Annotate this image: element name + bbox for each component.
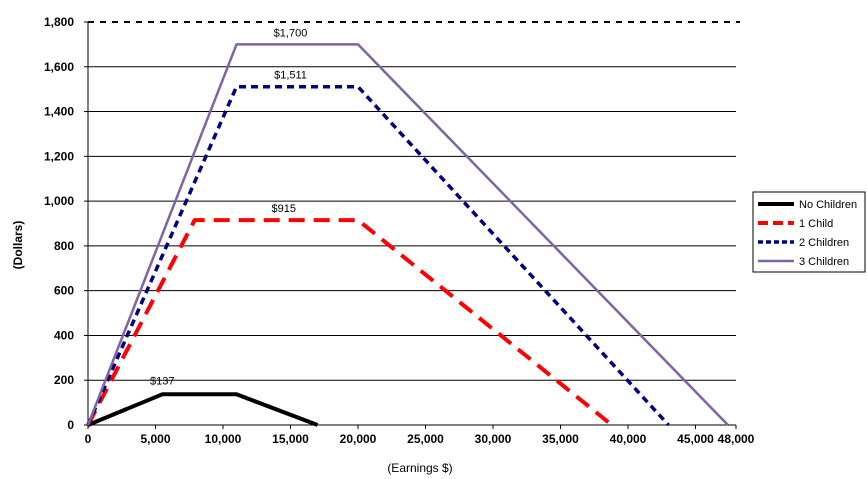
- x-tick-label: 10,000: [205, 432, 242, 446]
- data-label-2: $915: [272, 203, 296, 215]
- data-label-3: $1,511: [274, 70, 307, 82]
- x-tick-label: 48,000: [718, 432, 755, 446]
- x-tick-label: 0: [85, 432, 92, 446]
- series-line-2: [86, 218, 614, 427]
- legend-label-3: 2 Children: [799, 237, 849, 249]
- gridlines: [88, 21, 740, 381]
- axes: [87, 22, 736, 426]
- legend-label-1: No Children: [799, 199, 857, 211]
- legend-label-2: 1 Child: [799, 218, 833, 230]
- series-line-1: [87, 392, 319, 427]
- data-label-1: $137: [150, 375, 174, 387]
- x-tick-label: 35,000: [542, 432, 579, 446]
- y-tick-label: 800: [54, 239, 74, 253]
- annotations: $137 $915 $1,511 $1,700: [150, 27, 307, 387]
- y-tick-label: 200: [54, 373, 74, 387]
- x-tick-label: 25,000: [407, 432, 444, 446]
- series-line-4: [86, 43, 729, 426]
- x-axis-label: (Earnings $): [387, 461, 452, 475]
- x-tick-label: 45,000: [677, 432, 714, 446]
- y-tick-label: 1,400: [44, 105, 74, 119]
- x-tick-label: 15,000: [272, 432, 309, 446]
- y-tick-label: 0: [67, 418, 74, 432]
- y-tick-label: 1,200: [44, 149, 74, 163]
- y-tick-label: 1,600: [44, 60, 74, 74]
- legend: No Children 1 Child 2 Children 3 Children: [752, 191, 866, 273]
- legend-label-4: 3 Children: [799, 256, 849, 268]
- x-tick-label: 5,000: [140, 432, 170, 446]
- series-lines: [86, 43, 729, 427]
- x-tick-label: 40,000: [610, 432, 647, 446]
- y-tick-label: 600: [54, 284, 74, 298]
- x-axis-ticks: 0 5,000 10,000 15,000 20,000 25,000 30,000 35,0…: [85, 425, 755, 446]
- y-tick-label: 1,000: [44, 194, 74, 208]
- y-axis-label: (Dollars): [11, 221, 25, 270]
- x-tick-label: 30,000: [475, 432, 512, 446]
- x-tick-label: 20,000: [340, 432, 377, 446]
- y-axis-ticks: 0 200 400 600 800 1,000 1,200 1,400 1,600 1,800: [44, 15, 88, 432]
- series-line-3: [86, 84, 670, 427]
- y-tick-label: 400: [54, 328, 74, 342]
- data-label-4: $1,700: [274, 27, 308, 39]
- y-tick-label: 1,800: [44, 15, 74, 29]
